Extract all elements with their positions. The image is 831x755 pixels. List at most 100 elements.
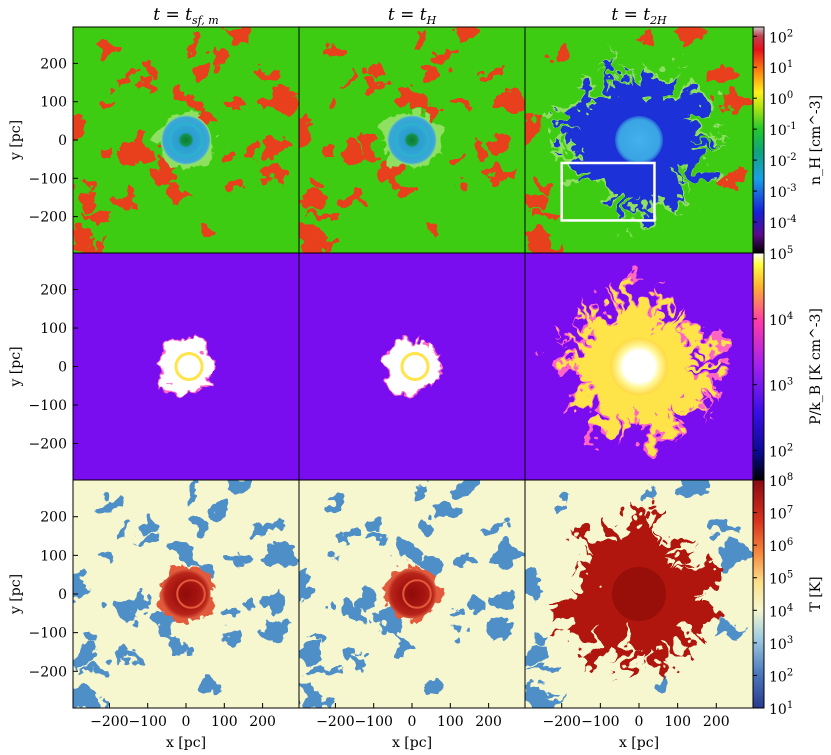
gas-clump [397, 643, 413, 655]
gas-clump [525, 584, 540, 603]
panel-density-1 [299, 27, 525, 253]
panel-temperature-1 [299, 480, 525, 708]
gas-clump [193, 64, 209, 82]
gas-clump [224, 99, 249, 109]
gas-clump [79, 212, 111, 219]
colorbar-label: P/k_B [K cm^-3] [808, 308, 824, 425]
gas-clump [328, 98, 338, 109]
gas-clump [208, 502, 228, 521]
x-tick-label: 200 [249, 714, 276, 730]
inner-shell [400, 351, 430, 382]
gas-clump [328, 552, 338, 563]
gas-clump [224, 480, 253, 496]
y-tick-label: 100 [40, 95, 67, 111]
x-tick-label: −200 [90, 714, 128, 730]
x-tick-label: 0 [408, 714, 417, 730]
colorbar-tick-label: 10-2 [769, 152, 797, 170]
gas-clump [86, 241, 110, 253]
gas-clump [488, 588, 512, 610]
y-tick-label: −100 [29, 398, 67, 414]
x-axis-label: x [pc] [619, 735, 659, 751]
colorbar-tick-label: 10-3 [769, 183, 797, 201]
gas-clump [129, 654, 141, 667]
panel-pressure-2 [525, 253, 753, 480]
gas-clump [193, 517, 209, 536]
gas-clump [355, 654, 367, 667]
gas-clump [386, 616, 399, 632]
x-tick-label: −200 [542, 714, 580, 730]
gas-clump [412, 30, 426, 50]
colorbar-tick-label: 10-4 [769, 214, 797, 232]
colorbar-label: n_H [cm^-3] [808, 95, 824, 185]
gas-clump [134, 134, 151, 160]
gas-clump [479, 521, 510, 534]
gas-clump [312, 241, 336, 253]
gas-clump [326, 497, 344, 513]
gas-clump [160, 616, 173, 632]
gas-clump [639, 30, 653, 50]
gas-clump [525, 130, 540, 149]
gas-clump [83, 177, 99, 193]
colorbar-tick-label: 10-1 [769, 121, 797, 139]
colorbar-temperature [752, 479, 765, 709]
gas-clump [553, 497, 570, 513]
gas-clump [73, 235, 97, 253]
gas-clump [100, 44, 118, 60]
gas-clump [419, 517, 435, 536]
x-tick-label: 0 [635, 714, 644, 730]
inner-shell [402, 579, 432, 609]
gas-clump [262, 134, 286, 156]
gas-clump [525, 189, 548, 211]
gas-clump [489, 618, 505, 637]
gas-clump [531, 666, 563, 674]
gas-clump [511, 96, 525, 107]
gas-clump [531, 212, 563, 219]
gas-clump [707, 68, 737, 81]
gas-clump [707, 521, 737, 534]
x-tick-label: 100 [664, 714, 691, 730]
gas-clump [141, 515, 156, 534]
gas-clump [639, 483, 653, 503]
panel-density-2 [525, 27, 753, 253]
gas-clump [525, 690, 550, 708]
panel-pressure-1 [299, 253, 525, 480]
gas-clump [434, 502, 454, 521]
y-tick-label: 200 [40, 283, 67, 299]
y-axis-label: y [pc] [8, 574, 24, 615]
bubble-core [611, 566, 667, 622]
gas-clump [340, 643, 360, 665]
gas-clump [186, 483, 200, 503]
gas-clump [397, 189, 413, 200]
gas-clump [489, 163, 505, 182]
gas-clump [343, 598, 364, 621]
gas-clump [102, 98, 112, 109]
gas-clump [203, 222, 217, 236]
y-tick-label: −100 [29, 626, 67, 642]
gas-clump [102, 552, 112, 563]
gas-clump [454, 176, 466, 190]
panels-layer [73, 27, 753, 708]
y-tick-label: −200 [29, 210, 67, 226]
x-tick-label: 200 [475, 714, 502, 730]
panel-pressure-0 [73, 253, 299, 480]
panel-density-0 [73, 27, 299, 253]
inner-shell [168, 122, 204, 158]
x-tick-label: −100 [354, 714, 392, 730]
bubble [161, 569, 211, 619]
x-axis-label: x [pc] [166, 735, 206, 751]
gas-clump [117, 598, 138, 621]
gas-clump [535, 177, 551, 193]
gas-clump [100, 147, 110, 158]
gas-clump [450, 480, 479, 496]
gas-clump [326, 44, 344, 60]
gas-clump [228, 176, 240, 190]
colorbar-density [752, 26, 765, 254]
gas-clump [299, 584, 314, 603]
gas-clump [223, 154, 237, 164]
gas-clump [245, 596, 259, 611]
inset-box [560, 161, 656, 222]
gas-clump [309, 632, 325, 647]
gas-clump [343, 525, 359, 543]
colorbar-label: T [K] [808, 576, 824, 611]
gas-clump [208, 49, 228, 67]
